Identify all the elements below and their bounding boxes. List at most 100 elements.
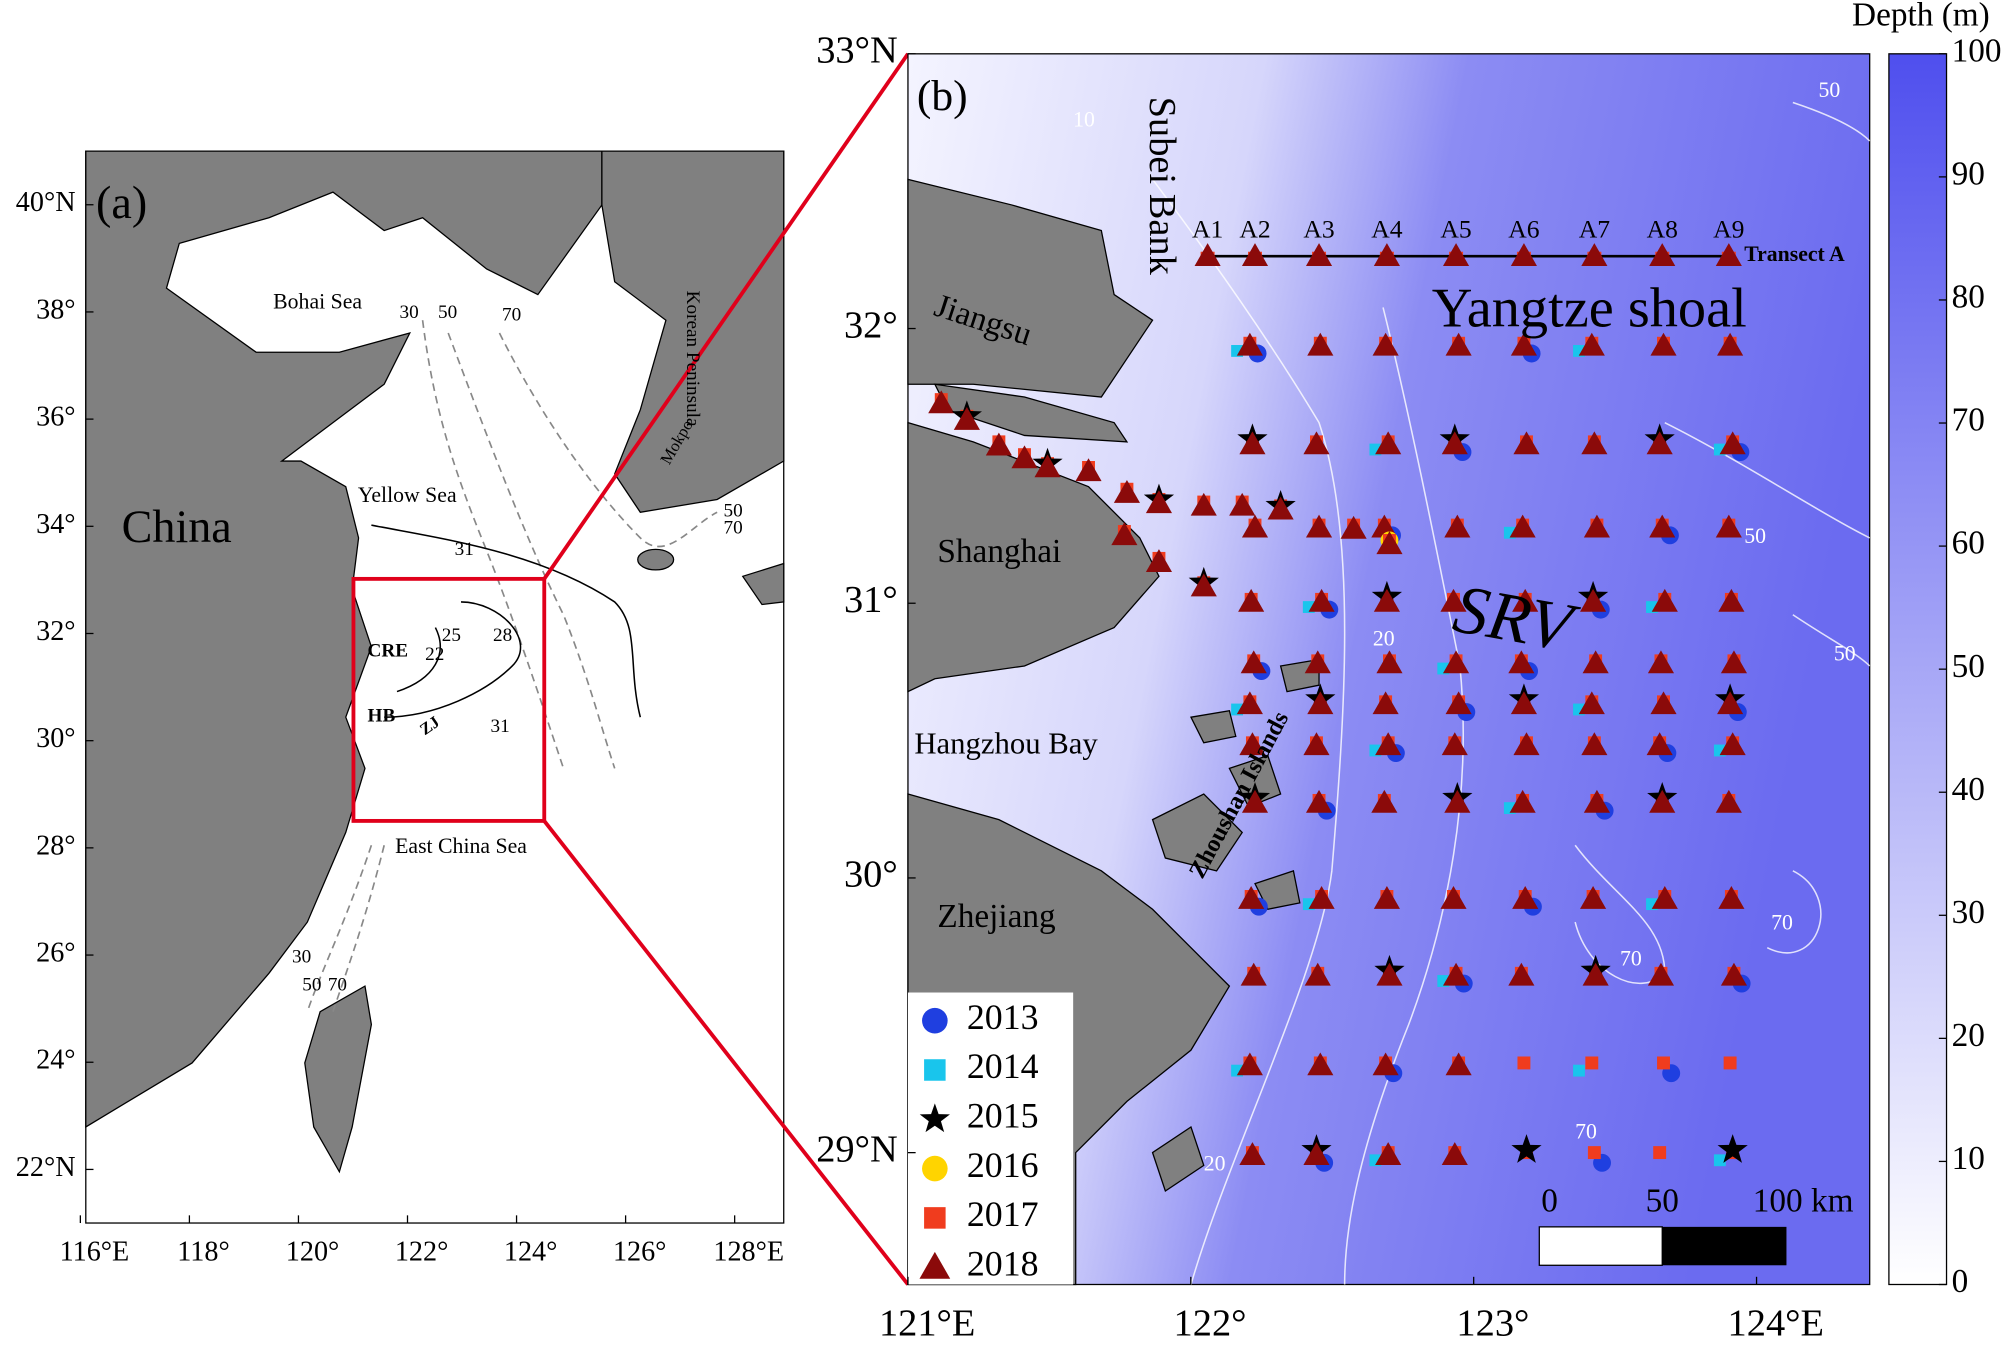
place-label: Korean Peninsula: [682, 291, 703, 427]
marker: [1647, 650, 1675, 674]
marker: [1510, 332, 1537, 356]
colorbar-tick-label: 50: [1952, 648, 1985, 685]
marker: [1646, 732, 1673, 756]
x-tick-label: 128°E: [713, 1236, 784, 1267]
marker: [1190, 573, 1217, 597]
marker: [1442, 650, 1470, 674]
place-label: Bohai Sea: [273, 290, 362, 314]
marker: [1510, 243, 1537, 266]
place-label: Transect A: [1744, 242, 1845, 266]
marker: [1508, 650, 1535, 674]
marker: [1715, 243, 1742, 266]
marker: [1503, 526, 1516, 539]
marker: [1369, 744, 1382, 757]
marker: [1307, 691, 1334, 715]
marker: [1573, 703, 1585, 716]
colorbar-tick-label: 0: [1952, 1263, 1969, 1300]
marker: [1578, 691, 1605, 715]
contour-label: 50: [1744, 524, 1766, 548]
marker: [1034, 454, 1061, 478]
contour-labels-a: 30 50 70 31 25 22 28 31 50 70 30 50 70: [292, 302, 743, 995]
y-tick-label: 38°: [36, 294, 75, 325]
marker: [1713, 1154, 1726, 1167]
marker: [1239, 431, 1266, 455]
stations: A1 A2 A3 A4 A5 A6 A7 A8 A9: [928, 215, 1751, 1172]
contour-label: 70: [328, 975, 347, 996]
station-label: A8: [1647, 215, 1678, 244]
x-tick-label: 124°E: [1728, 1303, 1824, 1345]
contour-label: 20: [1373, 626, 1395, 650]
y-tick-label: 31°: [844, 579, 898, 621]
marker: [1305, 514, 1333, 538]
marker: [1587, 1146, 1601, 1160]
zoom-lines: [542, 52, 910, 1286]
marker: [1649, 243, 1676, 266]
marker: [1503, 802, 1516, 815]
ticks: 116°E 118° 120° 122° 124° 126° 128°E 22°N 24° 26°…: [16, 30, 2002, 1345]
marker: [919, 1103, 950, 1133]
marker: [1239, 1142, 1266, 1165]
place-label: Hangzhou Bay: [914, 727, 1098, 761]
contour-label: 31: [455, 539, 474, 560]
zoom-box: [351, 576, 547, 823]
marker: [1371, 789, 1398, 813]
marker: [1373, 243, 1400, 266]
marker: [922, 1007, 948, 1034]
place-label: Zhejiang: [937, 898, 1055, 935]
marker: [1719, 431, 1746, 455]
marker: [1573, 345, 1585, 357]
marker: [1647, 962, 1675, 986]
contour-label: 30: [292, 946, 311, 967]
colorbar-tick-label: 20: [1952, 1017, 1985, 1054]
colorbar-tick-label: 70: [1952, 402, 1985, 439]
marker: [1650, 332, 1677, 356]
marker: [1720, 962, 1748, 986]
marker: [985, 432, 1012, 456]
contour-label: 70: [1575, 1119, 1597, 1143]
marker: [1303, 1142, 1330, 1165]
marker: [919, 1251, 951, 1279]
marker: [1305, 243, 1333, 266]
marker: [1649, 514, 1676, 538]
marker: [1372, 1052, 1399, 1076]
marker: [1441, 732, 1468, 756]
place-label: Shanghai: [937, 533, 1061, 570]
marker: [1581, 732, 1608, 756]
colorbar-tick-label: 60: [1952, 525, 1985, 562]
marker: [1441, 431, 1468, 455]
place-label: CRE: [368, 640, 409, 661]
marker: [1718, 885, 1745, 909]
marker: [1717, 691, 1744, 715]
marker: [1236, 332, 1263, 356]
marker: [1304, 650, 1331, 674]
marker: [1444, 514, 1471, 538]
scale-label: 100 km: [1753, 1182, 1854, 1219]
marker: [1145, 490, 1173, 514]
marker: [924, 1059, 946, 1081]
contour-labels-b: 50 50 50 70 70 70 20 20 10: [1073, 78, 1856, 1175]
marker: [1231, 703, 1243, 716]
y-tick-label: 40°N: [16, 187, 76, 218]
y-tick-label: 32°: [36, 616, 75, 647]
marker: [1375, 732, 1402, 756]
marker: [1445, 332, 1472, 356]
marker: [1582, 650, 1609, 674]
marker: [1513, 732, 1540, 756]
y-tick-label: 36°: [36, 402, 75, 433]
marker: [1113, 480, 1141, 503]
y-tick-label: 32°: [844, 304, 898, 346]
place-label: Yangtze shoal: [1432, 278, 1747, 340]
legend-box: [907, 992, 1074, 1285]
marker: [1442, 243, 1470, 266]
place-label: China: [122, 501, 232, 552]
y-tick-label: 26°: [36, 938, 75, 969]
colorbar-tick-label: 80: [1952, 279, 1985, 316]
marker: [1585, 1056, 1599, 1070]
marker: [1653, 1146, 1667, 1160]
x-tick-label: 118°: [177, 1236, 229, 1267]
marker: [1308, 588, 1335, 612]
marker: [1305, 789, 1333, 813]
panel-label: (b): [917, 72, 968, 120]
marker: [1583, 514, 1610, 538]
contour-label: 50: [302, 975, 321, 996]
